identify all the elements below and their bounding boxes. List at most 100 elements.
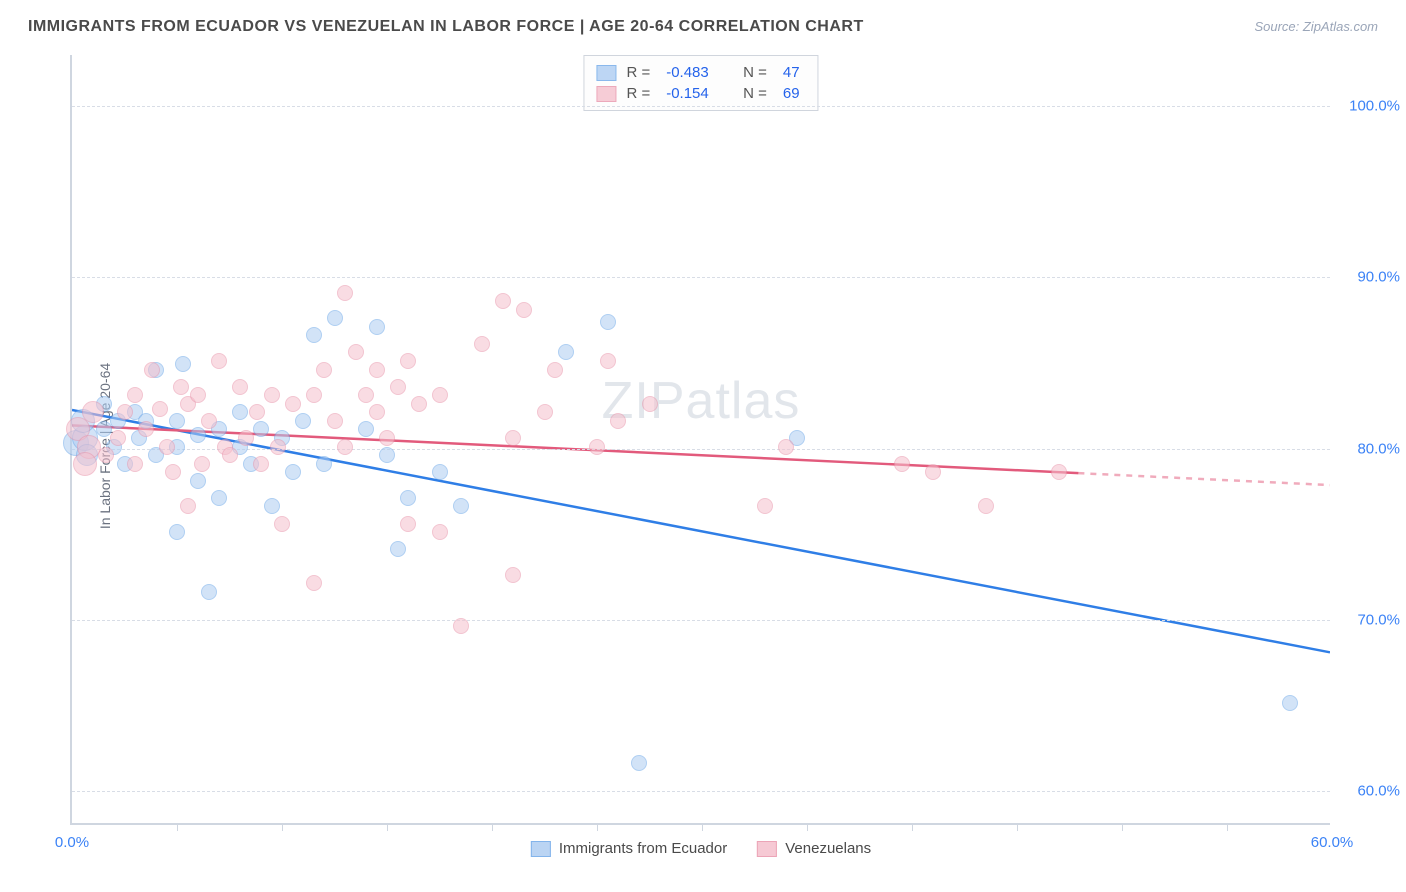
gridline-h: [72, 106, 1330, 107]
data-point: [600, 353, 616, 369]
data-point: [73, 452, 97, 476]
data-point: [306, 327, 322, 343]
data-point: [432, 524, 448, 540]
legend-stats-box: R =-0.483 N =47R =-0.154 N =69: [583, 55, 818, 111]
data-point: [222, 447, 238, 463]
data-point: [285, 396, 301, 412]
data-point: [82, 401, 104, 423]
n-label: N =: [743, 64, 767, 81]
legend-series-item: Venezuelans: [757, 840, 871, 857]
x-tick-label: 60.0%: [1311, 834, 1354, 851]
data-point: [201, 584, 217, 600]
data-point: [285, 464, 301, 480]
data-point: [925, 464, 941, 480]
data-point: [337, 285, 353, 301]
x-tick-mark: [492, 823, 493, 831]
data-point: [253, 456, 269, 472]
x-tick-label: 0.0%: [55, 834, 89, 851]
data-point: [264, 498, 280, 514]
data-point: [778, 439, 794, 455]
data-point: [127, 387, 143, 403]
data-point: [400, 353, 416, 369]
data-point: [453, 498, 469, 514]
gridline-h: [72, 449, 1330, 450]
chart-title: IMMIGRANTS FROM ECUADOR VS VENEZUELAN IN…: [28, 18, 864, 36]
x-tick-mark: [807, 823, 808, 831]
data-point: [379, 447, 395, 463]
r-label: R =: [626, 64, 650, 81]
data-point: [589, 439, 605, 455]
data-point: [144, 362, 160, 378]
data-point: [369, 319, 385, 335]
legend-stat-row: R =-0.483 N =47: [596, 62, 805, 83]
legend-series-item: Immigrants from Ecuador: [531, 840, 727, 857]
data-point: [390, 379, 406, 395]
data-point: [316, 362, 332, 378]
data-point: [495, 293, 511, 309]
x-tick-mark: [1227, 823, 1228, 831]
gridline-h: [72, 277, 1330, 278]
gridline-h: [72, 791, 1330, 792]
data-point: [175, 356, 191, 372]
data-point: [547, 362, 563, 378]
data-point: [642, 396, 658, 412]
data-point: [379, 430, 395, 446]
x-tick-mark: [597, 823, 598, 831]
data-point: [306, 387, 322, 403]
data-point: [238, 430, 254, 446]
n-value: 47: [783, 64, 800, 81]
data-point: [327, 310, 343, 326]
y-tick-label: 60.0%: [1357, 782, 1400, 799]
data-point: [894, 456, 910, 472]
data-point: [306, 575, 322, 591]
data-point: [295, 413, 311, 429]
y-tick-label: 80.0%: [1357, 440, 1400, 457]
data-point: [400, 490, 416, 506]
data-point: [505, 567, 521, 583]
data-point: [152, 401, 168, 417]
gridline-h: [72, 620, 1330, 621]
x-tick-mark: [1017, 823, 1018, 831]
data-point: [558, 344, 574, 360]
data-point: [274, 516, 290, 532]
data-point: [169, 413, 185, 429]
source-label: Source: ZipAtlas.com: [1254, 19, 1378, 34]
data-point: [390, 541, 406, 557]
r-value: -0.154: [666, 85, 709, 102]
legend-series: Immigrants from Ecuador Venezuelans: [531, 840, 871, 857]
chart-plot-area: ZIPatlas R =-0.483 N =47R =-0.154 N =69 …: [70, 55, 1330, 825]
data-point: [432, 464, 448, 480]
data-point: [180, 498, 196, 514]
data-point: [316, 456, 332, 472]
data-point: [337, 439, 353, 455]
data-point: [194, 456, 210, 472]
data-point: [249, 404, 265, 420]
legend-stat-row: R =-0.154 N =69: [596, 83, 805, 104]
data-point: [165, 464, 181, 480]
data-point: [537, 404, 553, 420]
data-point: [211, 490, 227, 506]
y-tick-label: 90.0%: [1357, 269, 1400, 286]
data-point: [169, 524, 185, 540]
data-point: [400, 516, 416, 532]
data-point: [270, 439, 286, 455]
data-point: [432, 387, 448, 403]
x-tick-mark: [912, 823, 913, 831]
data-point: [516, 302, 532, 318]
legend-swatch: [596, 86, 616, 102]
data-point: [190, 427, 206, 443]
data-point: [453, 618, 469, 634]
data-point: [369, 362, 385, 378]
legend-swatch: [531, 841, 551, 857]
data-point: [411, 396, 427, 412]
data-point: [264, 387, 280, 403]
n-label: N =: [743, 85, 767, 102]
data-point: [369, 404, 385, 420]
data-point: [253, 421, 269, 437]
data-point: [358, 387, 374, 403]
data-point: [138, 421, 154, 437]
data-point: [201, 413, 217, 429]
data-point: [1051, 464, 1067, 480]
y-tick-label: 100.0%: [1349, 98, 1400, 115]
data-point: [610, 413, 626, 429]
